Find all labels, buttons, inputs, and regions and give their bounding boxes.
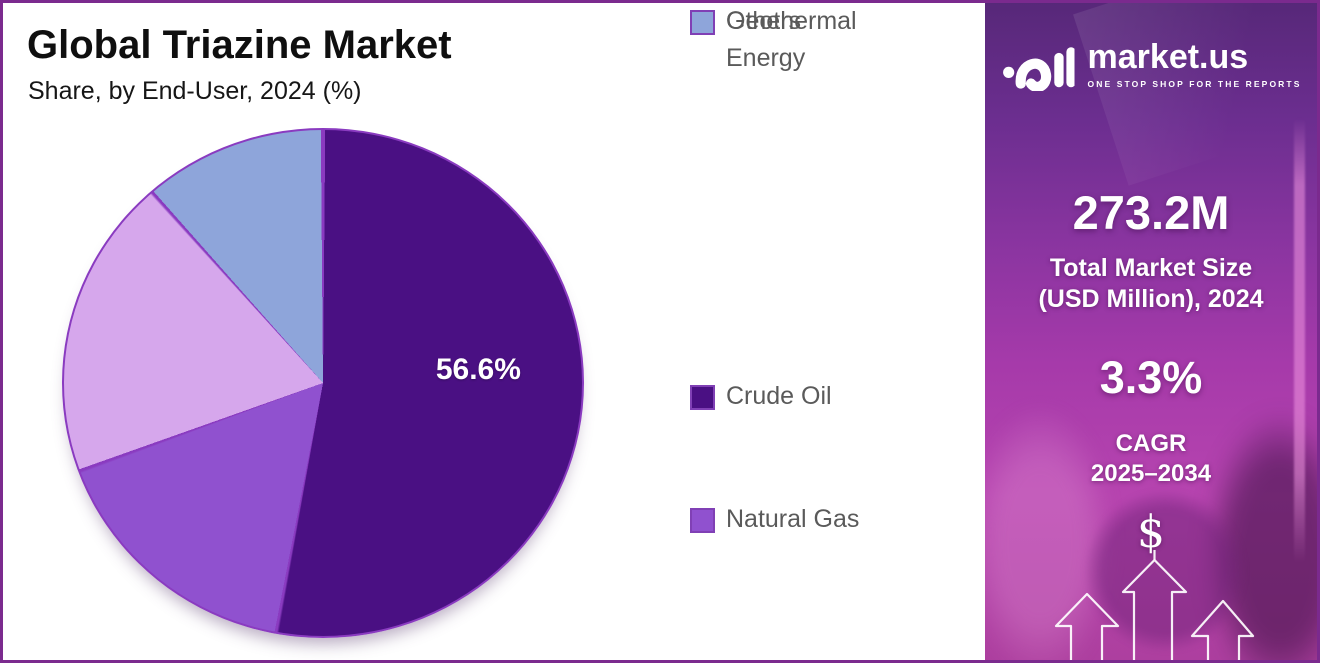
marketus-logo-icon [1003,47,1075,91]
brand-sidebar: market.us ONE STOP SHOP FOR THE REPORTS … [985,3,1317,660]
legend-label: Others [726,7,802,35]
legend-label: Geothermal Energy [726,7,857,72]
legend-swatch-natural-gas [690,508,715,533]
legend-item-geothermal-energy: Geothermal Energy [690,3,885,77]
cagr-value: 3.3% [1099,352,1203,403]
legend-item-others: Others [690,3,885,40]
legend-swatch-crude-oil [690,385,715,410]
legend-swatch-others [690,10,715,35]
market-size-caption: Total Market Size (USD Million), 2024 [1038,254,1264,313]
logo-wordmark: market.us [1087,37,1249,76]
page-subtitle: Share, by End-User, 2024 (%) [28,77,362,105]
legend-label: Crude Oil [726,382,832,410]
pie-chart: 56.6% [62,128,584,638]
pie-slice-label-crude-oil: 56.6% [435,353,521,387]
growth-arrows-icon [1054,550,1255,660]
marketus-logo: market.us ONE STOP SHOP FOR THE REPORTS [1001,37,1302,91]
cagr-caption: CAGR 2025–2034 [1090,430,1212,487]
photo-overlay-streak [1073,3,1317,186]
logo-tagline: ONE STOP SHOP FOR THE REPORTS [1087,78,1302,89]
up-arrow-left [1054,592,1120,660]
dollar-icon: $ [1137,507,1165,558]
legend-label: Natural Gas [726,505,860,533]
legend-item-crude-oil: Crude Oil [690,378,885,415]
page-title: Global Triazine Market [27,23,452,67]
market-size-value: 273.2M [1072,186,1230,239]
up-arrow-middle [1121,558,1188,660]
legend-item-natural-gas: Natural Gas [690,501,885,538]
up-arrow-right [1190,599,1255,660]
